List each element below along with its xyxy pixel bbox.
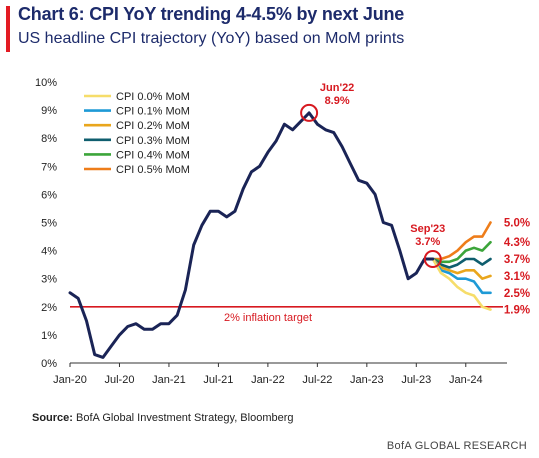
annotation-title: Sep'23 [410, 223, 445, 235]
highlight-circle [300, 103, 319, 122]
y-tick-label: 3% [41, 274, 57, 286]
y-tick-label: 10% [35, 77, 57, 89]
legend-label: CPI 0.0% MoM [116, 91, 190, 103]
history-line [68, 111, 435, 359]
axes: 0% 1% 2% 3% 4% 5% 6% 7% 8% 9% 10% Jan-20 Jul-20 Jan-2… [35, 77, 507, 386]
legend: CPI 0.0% MoM CPI 0.1% MoM CPI 0.2% MoM CPI … [84, 91, 190, 176]
x-tick-label: Jan-21 [152, 374, 186, 386]
x-tick-label: Jul-20 [104, 374, 134, 386]
annotation-value: 8.9% [325, 95, 350, 107]
legend-label: CPI 0.5% MoM [116, 164, 190, 176]
source-note: Source: BofA Global Investment Strategy,… [32, 412, 294, 424]
end-value-label: 3.1% [504, 271, 530, 283]
end-value-label: 5.0% [504, 218, 530, 230]
x-tick-label: Jan-22 [251, 374, 285, 386]
series-lines [68, 111, 492, 359]
end-value-label: 3.7% [504, 254, 530, 266]
y-tick-label: 0% [41, 358, 57, 370]
y-tick-label: 8% [41, 133, 57, 145]
legend-label: CPI 0.1% MoM [116, 106, 190, 118]
series-line [431, 221, 492, 261]
annotations: 1.9% 2.5% 3.1% 3.7% 4.3% 5.0% Jun'228.9% Sep'23… [300, 82, 530, 317]
annotation-value: 3.7% [415, 236, 440, 248]
brand-label: BofA GLOBAL RESEARCH [386, 440, 527, 452]
y-tick-label: 7% [41, 161, 57, 173]
x-tick-label: Jul-22 [302, 374, 332, 386]
title-accent-bar [6, 6, 10, 52]
y-tick-label: 9% [41, 105, 57, 117]
x-tick-label: Jan-24 [449, 374, 483, 386]
annotation-title: Jun'22 [320, 82, 354, 94]
series-line [431, 257, 492, 311]
end-value-label: 4.3% [504, 237, 530, 249]
source-label: Source: [32, 412, 73, 424]
reference-line-group: 2% inflation target [70, 305, 503, 324]
legend-label: CPI 0.3% MoM [116, 135, 190, 147]
legend-label: CPI 0.2% MoM [116, 120, 190, 132]
series-line [431, 257, 492, 295]
end-value-label: 1.9% [504, 305, 530, 317]
x-tick-label: Jan-23 [350, 374, 384, 386]
inflation-target-label: 2% inflation target [224, 312, 312, 324]
y-tick-label: 6% [41, 189, 57, 201]
y-tick-label: 4% [41, 246, 57, 258]
x-tick-label: Jul-21 [203, 374, 233, 386]
highlight-circle [423, 250, 442, 269]
x-tick-label: Jul-23 [401, 374, 431, 386]
y-tick-label: 2% [41, 302, 57, 314]
end-value-label: 2.5% [504, 288, 530, 300]
x-tick-label: Jan-20 [53, 374, 87, 386]
source-text: BofA Global Investment Strategy, Bloombe… [76, 412, 294, 424]
series-line [431, 240, 492, 264]
chart-subtitle: US headline CPI trajectory (YoY) based o… [18, 30, 405, 47]
y-tick-label: 5% [41, 218, 57, 230]
y-tick-label: 1% [41, 330, 57, 342]
series-line [431, 257, 492, 281]
legend-label: CPI 0.4% MoM [116, 149, 190, 161]
chart-title: Chart 6: CPI YoY trending 4-4.5% by next… [18, 4, 405, 24]
series-line [431, 257, 492, 269]
cpi-line-chart: 0% 1% 2% 3% 4% 5% 6% 7% 8% 9% 10% Jan-20 Jul-20 Jan-2… [35, 77, 530, 386]
